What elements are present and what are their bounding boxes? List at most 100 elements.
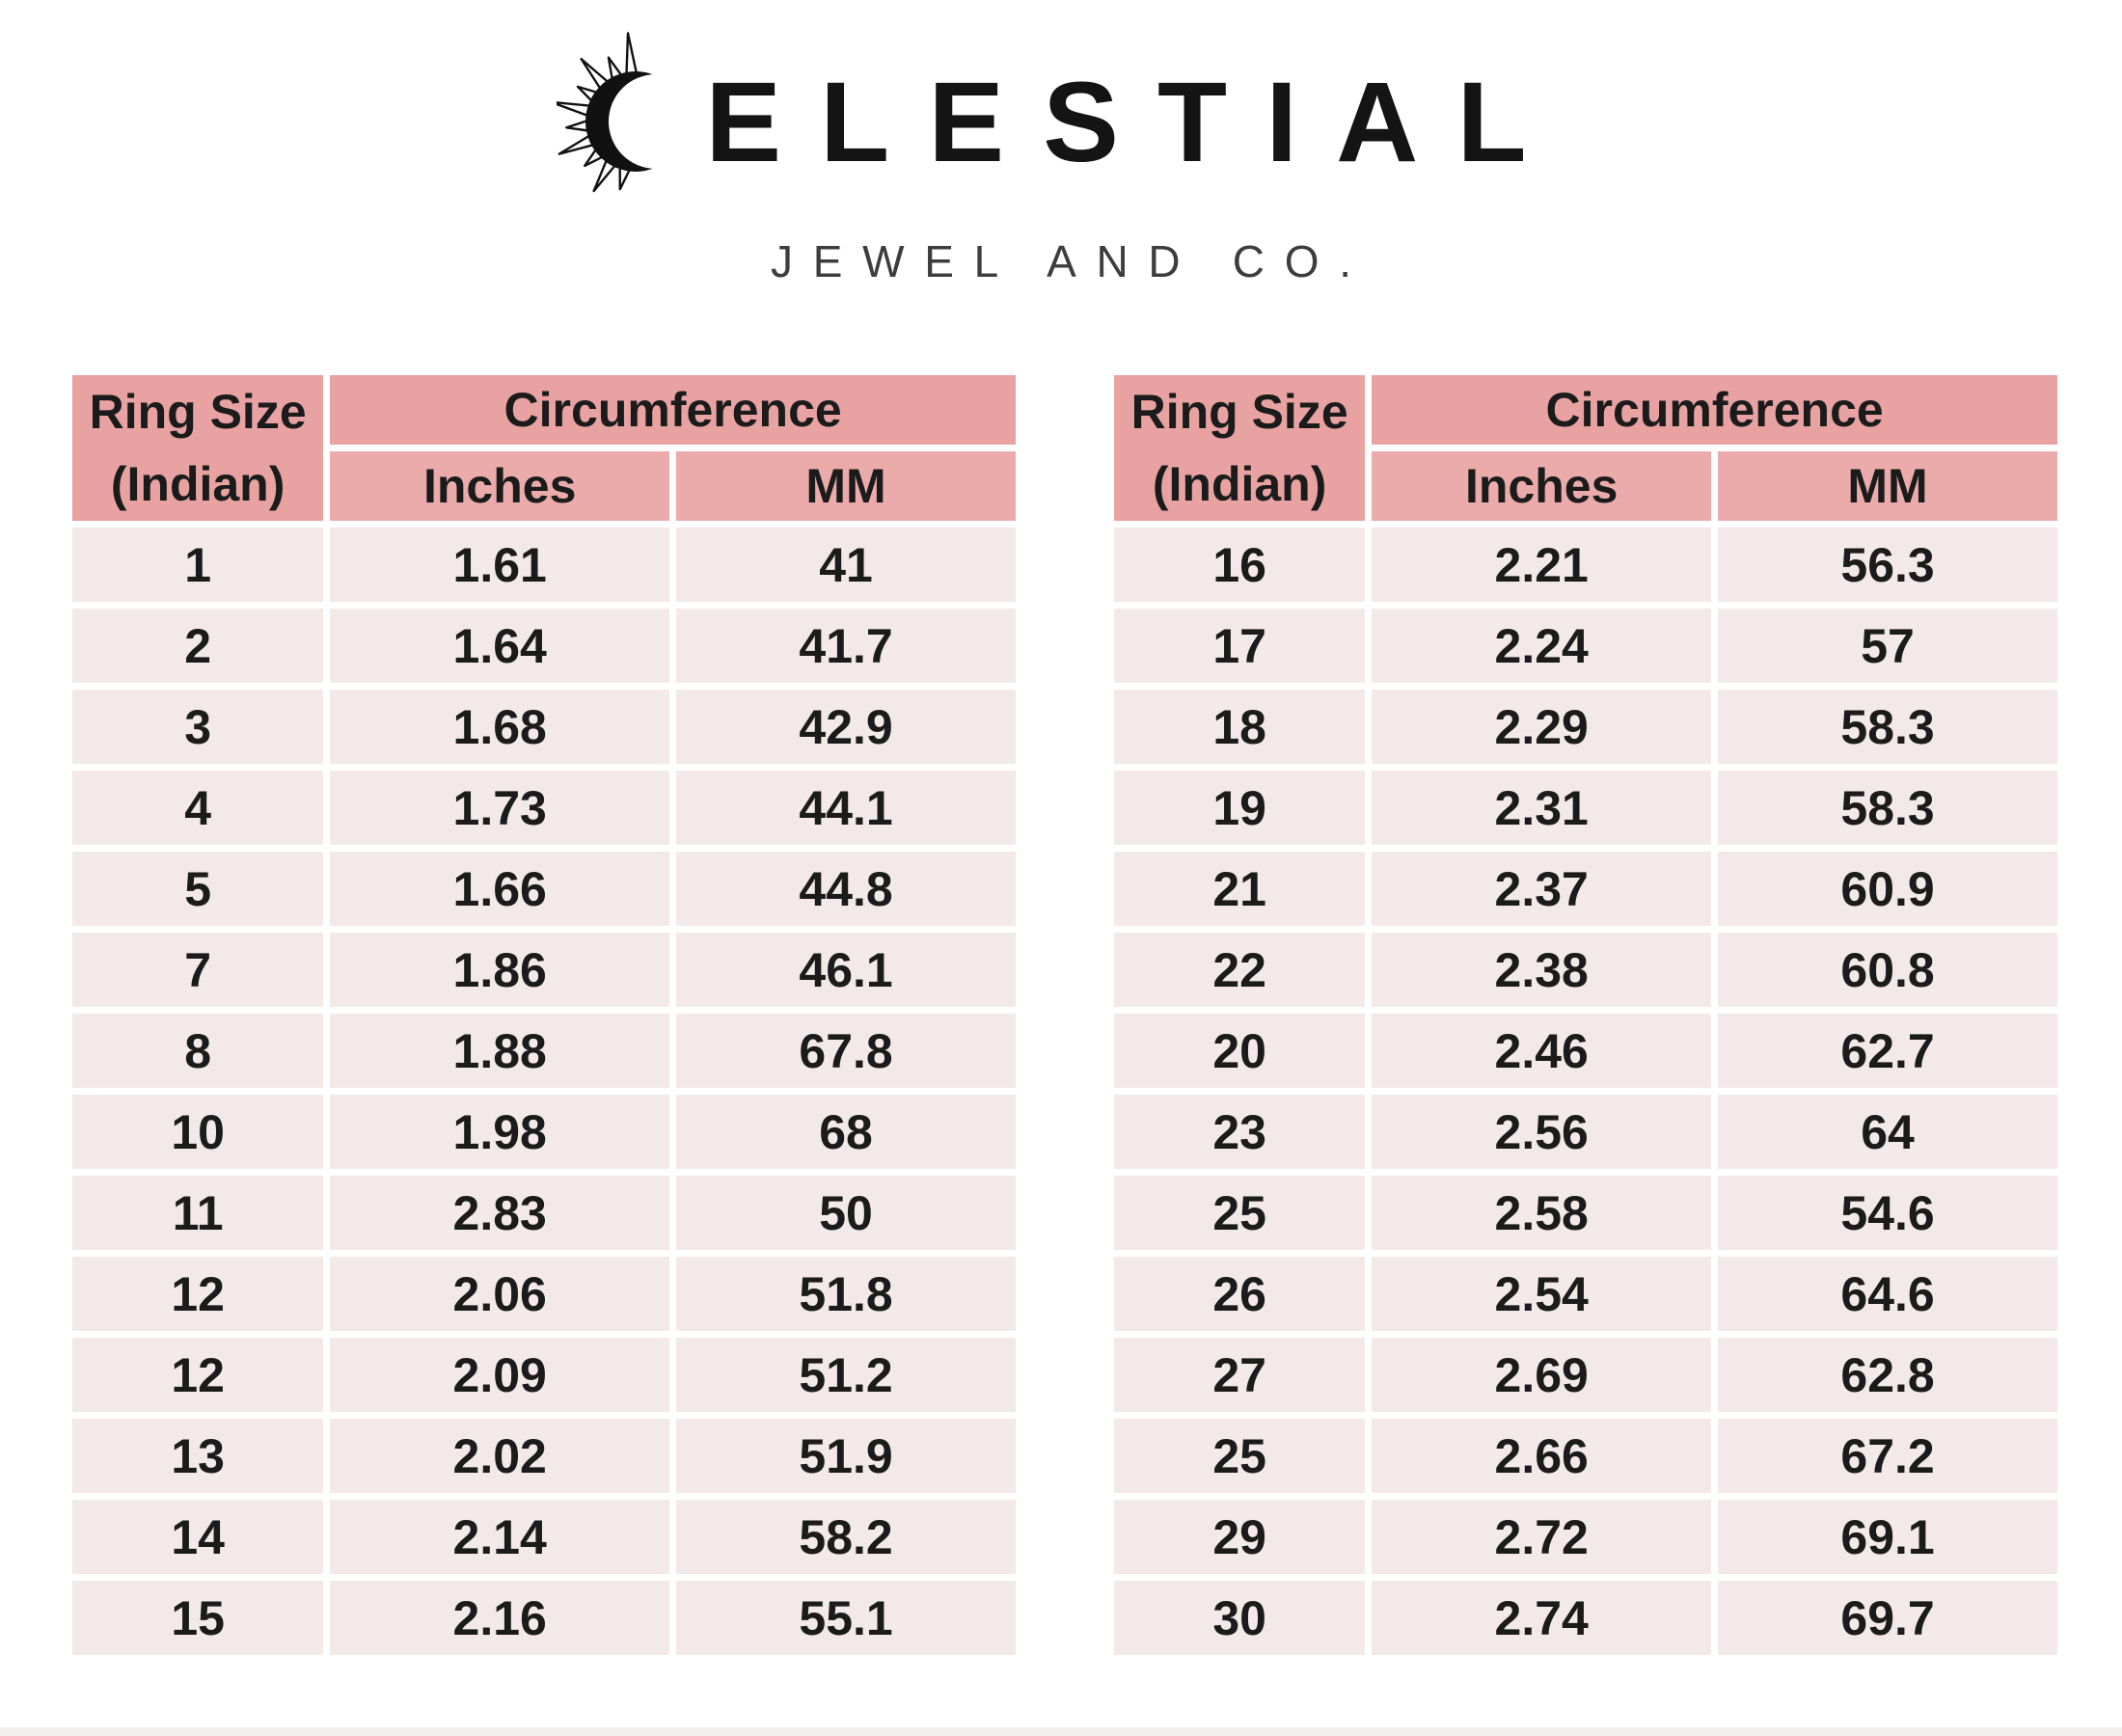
table-cell: 8 <box>72 1014 324 1088</box>
table-cell: 58.2 <box>676 1500 1016 1574</box>
table-row: 21 2.37 60.9 <box>1114 852 2057 926</box>
table-cell: 16 <box>1114 528 1366 602</box>
table-cell: 20 <box>1114 1014 1366 1088</box>
table-cell: 68 <box>676 1095 1016 1169</box>
table-cell: 2.24 <box>1372 609 1712 683</box>
table-row: 1 1.61 41 <box>72 528 1016 602</box>
table-cell: 2.31 <box>1372 771 1712 845</box>
table-row: 26 2.54 64.6 <box>1114 1257 2057 1331</box>
table-cell: 57 <box>1718 609 2057 683</box>
table-cell: 2.29 <box>1372 690 1712 764</box>
table-cell: 2.54 <box>1372 1257 1712 1331</box>
table-row: 23 2.56 64 <box>1114 1095 2057 1169</box>
table-cell: 1.86 <box>330 933 670 1007</box>
table-row: 14 2.14 58.2 <box>72 1500 1016 1574</box>
table-cell: 2.74 <box>1372 1581 1712 1655</box>
table-cell: 19 <box>1114 771 1366 845</box>
table-row: 10 1.98 68 <box>72 1095 1016 1169</box>
brand-logo: ELESTIAL JEWEL AND CO. <box>0 0 2122 287</box>
table-cell: 2.06 <box>330 1257 670 1331</box>
table-cell: 14 <box>72 1500 324 1574</box>
table-row: 30 2.74 69.7 <box>1114 1581 2057 1655</box>
ring-size-table-left: Ring Size (Indian) Circumference Inches … <box>66 368 1022 1662</box>
table-cell: 62.8 <box>1718 1338 2057 1412</box>
table-cell: 1 <box>72 528 324 602</box>
table-cell: 69.7 <box>1718 1581 2057 1655</box>
table-row: 22 2.38 60.8 <box>1114 933 2057 1007</box>
header-ring-size-line2: (Indian) <box>1152 457 1327 512</box>
brand-subtitle: JEWEL AND CO. <box>771 236 1372 286</box>
table-cell: 2.69 <box>1372 1338 1712 1412</box>
table-cell: 50 <box>676 1176 1016 1250</box>
table-row: 25 2.58 54.6 <box>1114 1176 2057 1250</box>
table-cell: 42.9 <box>676 690 1016 764</box>
table-cell: 2.14 <box>330 1500 670 1574</box>
table-row: 16 2.21 56.3 <box>1114 528 2057 602</box>
table-row: 11 2.83 50 <box>72 1176 1016 1250</box>
table-row: 5 1.66 44.8 <box>72 852 1016 926</box>
table-cell: 12 <box>72 1338 324 1412</box>
table-row: 7 1.86 46.1 <box>72 933 1016 1007</box>
table-cell: 2.02 <box>330 1419 670 1493</box>
table-cell: 30 <box>1114 1581 1366 1655</box>
table-cell: 2.58 <box>1372 1176 1712 1250</box>
table-cell: 41.7 <box>676 609 1016 683</box>
table-cell: 3 <box>72 690 324 764</box>
header-ring-size-line2: (Indian) <box>110 457 286 512</box>
header-mm: MM <box>1718 451 2057 521</box>
table-row: 15 2.16 55.1 <box>72 1581 1016 1655</box>
header-mm: MM <box>676 451 1016 521</box>
table-cell: 18 <box>1114 690 1366 764</box>
table-cell: 2.72 <box>1372 1500 1712 1574</box>
table-cell: 2.46 <box>1372 1014 1712 1088</box>
header-inches: Inches <box>330 451 670 521</box>
table-row: 3 1.68 42.9 <box>72 690 1016 764</box>
table-cell: 2.09 <box>330 1338 670 1412</box>
table-cell: 2.37 <box>1372 852 1712 926</box>
table-cell: 2.38 <box>1372 933 1712 1007</box>
table-cell: 67.2 <box>1718 1419 2057 1493</box>
table-cell: 51.8 <box>676 1257 1016 1331</box>
table-cell: 51.9 <box>676 1419 1016 1493</box>
table-cell: 25 <box>1114 1176 1366 1250</box>
table-cell: 41 <box>676 528 1016 602</box>
table-cell: 23 <box>1114 1095 1366 1169</box>
table-cell: 67.8 <box>676 1014 1016 1088</box>
table-row: 12 2.09 51.2 <box>72 1338 1016 1412</box>
table-cell: 64 <box>1718 1095 2057 1169</box>
table-cell: 26 <box>1114 1257 1366 1331</box>
header-ring-size: Ring Size (Indian) <box>72 375 324 521</box>
table-cell: 22 <box>1114 933 1366 1007</box>
table-row: 19 2.31 58.3 <box>1114 771 2057 845</box>
table-cell: 44.8 <box>676 852 1016 926</box>
table-cell: 21 <box>1114 852 1366 926</box>
table-cell: 1.68 <box>330 690 670 764</box>
table-cell: 58.3 <box>1718 771 2057 845</box>
table-cell: 1.88 <box>330 1014 670 1088</box>
table-cell: 2.66 <box>1372 1419 1712 1493</box>
header-inches: Inches <box>1372 451 1712 521</box>
brand-logo-row: ELESTIAL <box>557 27 1564 210</box>
ring-size-table-right: Ring Size (Indian) Circumference Inches … <box>1107 368 2064 1662</box>
table-cell: 64.6 <box>1718 1257 2057 1331</box>
table-row: 4 1.73 44.1 <box>72 771 1016 845</box>
table-row: 18 2.29 58.3 <box>1114 690 2057 764</box>
table-cell: 29 <box>1114 1500 1366 1574</box>
image-bottom-crop-strip <box>0 1727 2122 1736</box>
table-cell: 25 <box>1114 1419 1366 1493</box>
header-circumference: Circumference <box>330 375 1016 445</box>
table-cell: 58.3 <box>1718 690 2057 764</box>
brand-name-text: ELESTIAL <box>705 59 1565 186</box>
table-cell: 2.83 <box>330 1176 670 1250</box>
table-cell: 15 <box>72 1581 324 1655</box>
table-cell: 1.64 <box>330 609 670 683</box>
table-cell: 55.1 <box>676 1581 1016 1655</box>
header-ring-size-line1: Ring Size <box>1130 384 1348 439</box>
table-cell: 54.6 <box>1718 1176 2057 1250</box>
table-row: 8 1.88 67.8 <box>72 1014 1016 1088</box>
table-row: 2 1.64 41.7 <box>72 609 1016 683</box>
table-cell: 2.21 <box>1372 528 1712 602</box>
table-row: 12 2.06 51.8 <box>72 1257 1016 1331</box>
table-cell: 1.98 <box>330 1095 670 1169</box>
table-cell: 56.3 <box>1718 528 2057 602</box>
